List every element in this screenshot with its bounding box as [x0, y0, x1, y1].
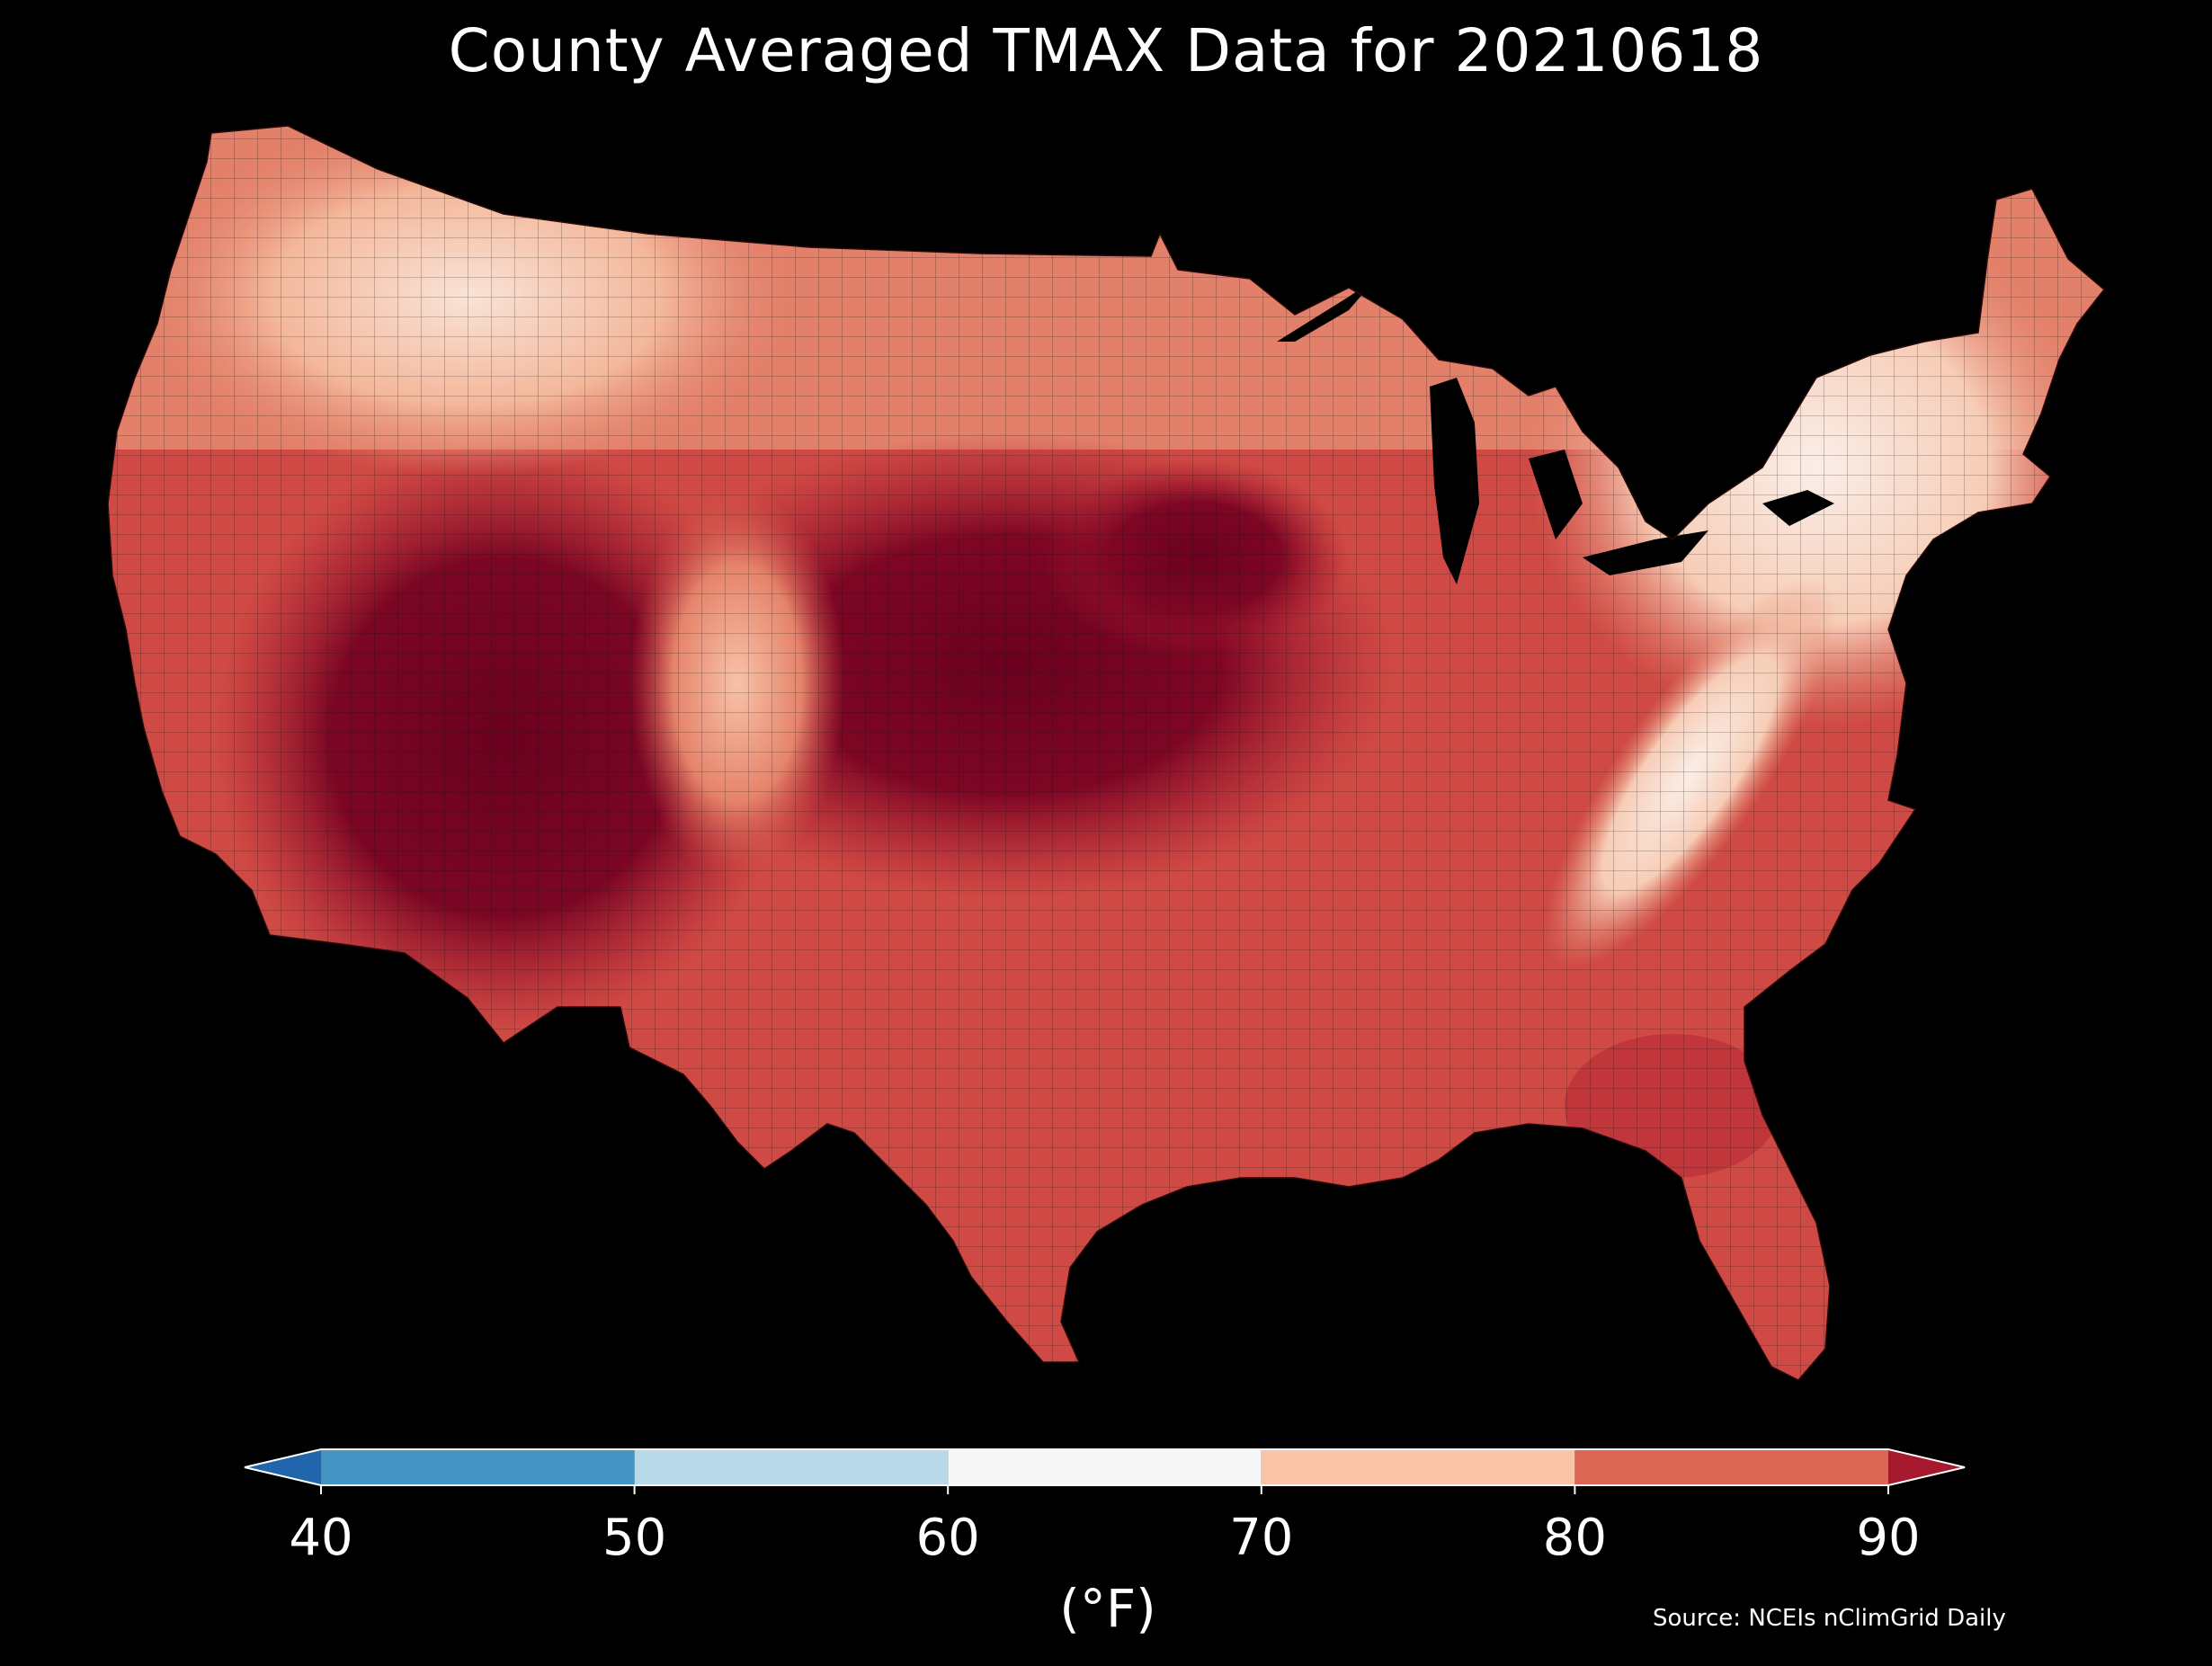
colorbar-tick-label: 60	[916, 1509, 980, 1567]
colorbar-tick-label: 40	[289, 1509, 352, 1567]
colorbar-tick-label: 90	[1856, 1509, 1920, 1567]
colorbar-tick-label: 80	[1543, 1509, 1607, 1567]
colorbar-tick-label: 50	[602, 1509, 666, 1567]
county-tmax-map	[0, 0, 2212, 1666]
land-fill	[0, 0, 2212, 1666]
colorbar-over-extension	[1888, 1449, 1965, 1485]
colorbar-under-extension	[245, 1449, 321, 1485]
colorbar-tick-label: 70	[1229, 1509, 1293, 1567]
colorbar-unit-label: (°F)	[1059, 1578, 1156, 1639]
colorbar-bin	[635, 1449, 949, 1485]
colorbar-bin	[1262, 1449, 1575, 1485]
colorbar-bin	[321, 1449, 635, 1485]
colorbar	[245, 1449, 1965, 1494]
colorbar-bin	[948, 1449, 1262, 1485]
colorbar-bin	[1574, 1449, 1888, 1485]
source-credit: Source: NCEIs nClimGrid Daily	[1653, 1605, 2006, 1632]
